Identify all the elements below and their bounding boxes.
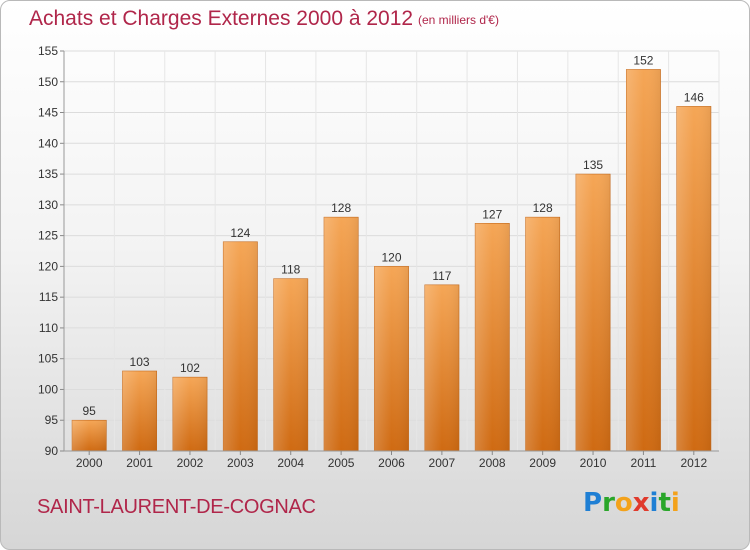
x-tick-label: 2011 <box>631 456 657 470</box>
proxiti-logo: Proxiti <box>583 488 680 518</box>
axes: 90 95 100 105 110 115 120 125 130 135 140 145 150 155… <box>38 44 719 470</box>
bar-shade <box>72 420 107 451</box>
x-tick-label: 2001 <box>126 456 153 470</box>
value-label: 118 <box>281 263 300 277</box>
bar-shade <box>475 223 510 451</box>
bar-shade <box>223 241 258 451</box>
x-tick-label: 2012 <box>680 456 707 470</box>
y-tick-label: 145 <box>38 106 58 120</box>
x-tick-label: 2009 <box>529 456 556 470</box>
bar-shade <box>626 69 661 451</box>
value-label: 103 <box>130 355 150 369</box>
x-tick-label: 2000 <box>76 456 103 470</box>
x-tick-label: 2006 <box>378 456 405 470</box>
y-tick-label: 130 <box>38 198 58 212</box>
x-tick-label: 2008 <box>479 456 506 470</box>
y-tick-label: 95 <box>45 413 59 427</box>
y-tick-label: 120 <box>38 259 58 273</box>
value-label: 146 <box>684 90 704 104</box>
y-tick-label: 155 <box>38 44 58 58</box>
y-tick-label: 110 <box>39 321 58 335</box>
y-tick-label: 90 <box>45 444 59 458</box>
y-tick-label: 135 <box>38 167 58 181</box>
value-label: 128 <box>331 201 351 215</box>
value-label: 124 <box>230 226 250 240</box>
bar-shade <box>575 174 611 452</box>
y-tick-label: 150 <box>38 75 58 89</box>
bar-shade <box>525 217 560 451</box>
y-tick-label: 125 <box>38 229 58 243</box>
x-tick-label: 2005 <box>328 456 355 470</box>
value-label: 117 <box>432 269 451 283</box>
y-tick-label: 140 <box>38 136 58 150</box>
bar-shade <box>676 106 711 451</box>
x-tick-label: 2002 <box>177 456 204 470</box>
x-tick-label: 2007 <box>429 456 456 470</box>
y-tick-label: 100 <box>38 382 58 396</box>
value-label: 135 <box>583 158 603 172</box>
value-label: 128 <box>533 201 553 215</box>
bar-shade <box>122 371 157 451</box>
chart-title: Achats et Charges Externes 2000 à 2012 <box>29 7 414 30</box>
value-label: 120 <box>381 250 401 264</box>
bar-shade <box>374 266 409 451</box>
bar-shade <box>424 284 460 451</box>
commune-name: SAINT-LAURENT-DE-COGNAC <box>37 496 316 518</box>
value-label: 127 <box>482 207 502 221</box>
value-label: 102 <box>180 361 200 375</box>
bar-shade <box>273 278 308 451</box>
bar-shade <box>323 217 359 451</box>
y-tick-label: 115 <box>39 290 58 304</box>
y-tick-label: 105 <box>38 352 58 366</box>
value-label: 152 <box>633 53 653 67</box>
chart-subtitle: (en milliers d'€) <box>418 13 499 27</box>
value-label: 95 <box>83 404 97 418</box>
x-tick-label: 2003 <box>227 456 254 470</box>
x-tick-label: 2010 <box>580 456 607 470</box>
x-tick-label: 2004 <box>277 456 304 470</box>
bars: 95 103 102 124 118 128 120 117 127 128 135 152 146 <box>71 53 712 452</box>
bar-shade <box>172 377 208 451</box>
